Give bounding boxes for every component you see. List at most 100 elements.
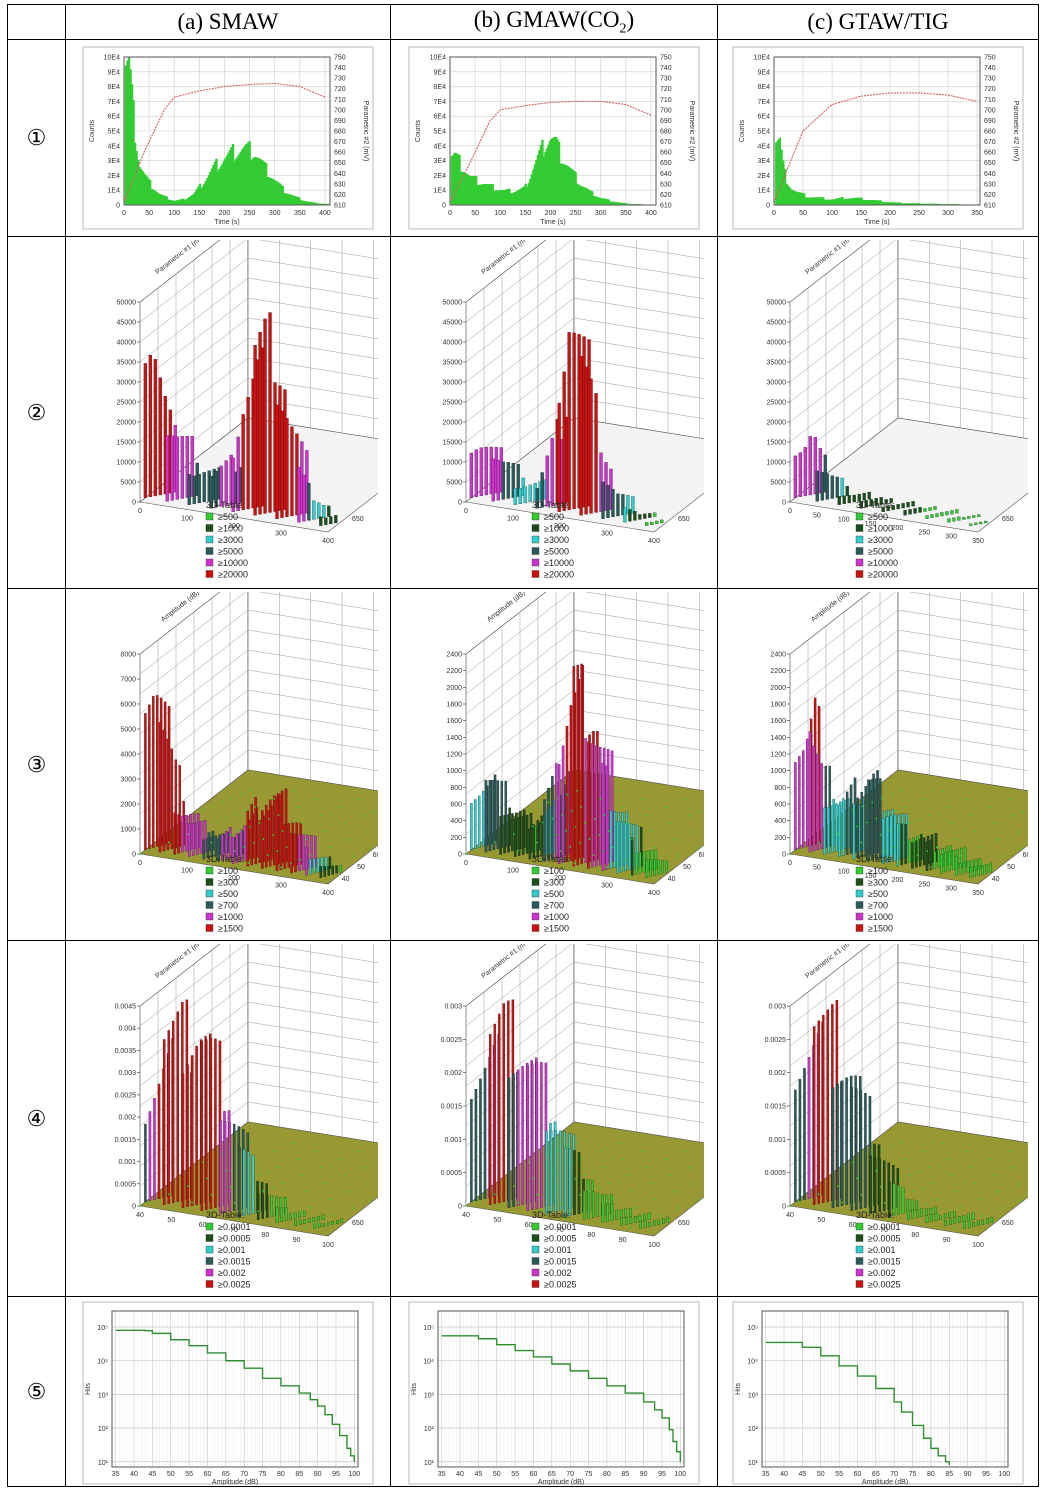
floor-speck [926,850,929,853]
y-tick-label: 650 [678,516,690,523]
x-tick-label: 200 [228,523,240,530]
count-bar [274,180,277,205]
legend-label: ≥1000 [544,524,569,534]
y-tick-label: 10¹ [98,1459,109,1466]
chart-cell-1b: 0 1E4 2E4 3E4 4E4 5E4 6E4 7E4 8E4 9E4 10E4 0 50 100 15… [390,39,718,237]
count-bar [283,192,286,205]
count-bar [323,203,327,205]
row-label-4: ④ [7,940,66,1297]
data-bar [609,810,613,869]
floor-speck [244,809,247,812]
floor-speck [332,1215,335,1217]
floor-speck [229,1185,232,1188]
floor-speck [677,855,680,857]
x-tick-label: 80 [927,1471,935,1478]
count-bar [319,203,322,205]
data-bar [512,1073,515,1207]
floor-speck [658,863,661,865]
data-bar [827,806,830,854]
data-bar [299,1219,302,1225]
count-bar [855,197,858,205]
data-bar [985,864,988,874]
count-bar [230,146,233,205]
data-bar [889,815,893,862]
row-label-3: ③ [7,588,66,941]
floor-speck [993,1174,996,1177]
floor-speck [974,830,977,833]
data-bar [511,462,515,498]
count-bar [293,196,297,205]
legend-label: ≥0.0025 [218,1280,250,1290]
count-bar [547,144,550,205]
x-tick-label: 60 [849,1222,857,1229]
count-bar [508,188,511,205]
y-tick-label: 50 [1007,864,1015,871]
floor-plane [789,417,1028,533]
count-bar [858,197,862,205]
y2-tick-label: 720 [334,86,346,93]
z-tick-label: 400 [450,818,462,825]
legend-label: ≥0.0001 [868,1222,900,1232]
floor-speck [172,1209,174,1212]
data-bar [188,823,191,857]
z-tick-label: 10000 [117,460,137,467]
floor-speck [493,1193,496,1196]
data-bar [969,523,973,526]
x-tick-label: 300 [601,883,613,890]
data-bar [584,366,588,515]
floor-speck [547,1153,550,1156]
x-tick-label: 60 [854,1471,862,1478]
data-bar [285,418,289,518]
count-bar [568,167,571,205]
y-tick-label: 3E4 [758,158,771,165]
count-bar [797,192,801,205]
data-bar [841,798,845,856]
data-bar [628,509,632,522]
count-bar [544,152,547,205]
data-bar [283,824,287,869]
y2-tick-label: 650 [984,160,996,167]
y2-tick-label: 720 [660,86,672,93]
data-bar [153,359,157,497]
z-tick-label: 1800 [446,702,462,709]
x-tick-label: 85 [621,1471,629,1478]
data-bar [561,745,565,863]
column-header-smaw: (a) SMAW [65,4,391,40]
count-bar [877,200,881,205]
hits-line [441,1334,682,1462]
data-bar [967,1219,971,1228]
legend-label: ≥100 [544,866,564,876]
x-tick-label: 50 [817,1471,825,1478]
count-bar [865,199,869,205]
data-bar [340,1218,344,1223]
x-tick-label: 50 [167,1217,175,1224]
floor-speck [555,833,558,836]
data-bar [523,486,527,504]
x-tick-label: 350 [971,210,983,217]
legend-label: ≥10000 [218,558,248,568]
data-bar [305,846,308,876]
data-bar [598,747,602,866]
data-bar [940,512,944,517]
y-tick-label: 3E4 [434,158,447,165]
y2-tick-label: 630 [660,181,672,188]
floor-speck [584,822,587,824]
count-bar [497,190,500,205]
data-bar [316,857,320,873]
floor-speck [879,1185,882,1188]
z-tick-label: 0 [458,1204,462,1211]
legend-label: ≥100 [868,866,888,876]
data-bar [930,1214,933,1222]
x-tick-label: 250 [913,210,925,217]
floor-speck [1012,1166,1015,1169]
y2-tick-label: 740 [660,65,672,72]
data-bar [955,509,959,514]
x-tick-label: 70 [230,1227,238,1234]
floor-speck [309,1206,311,1209]
floor-speck [313,1222,316,1225]
floor-speck [817,841,820,844]
data-bar [937,849,941,868]
floor-speck [898,1177,901,1180]
x-tick-label: 95 [658,1471,666,1478]
z-tick-label: 200 [774,835,786,842]
